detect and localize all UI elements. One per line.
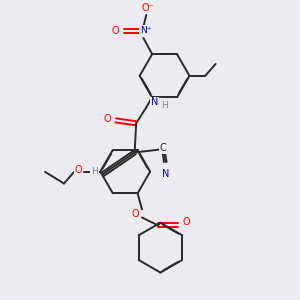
Text: O: O <box>104 114 111 124</box>
Text: O: O <box>183 218 190 227</box>
Text: N: N <box>162 169 169 179</box>
Text: C: C <box>160 143 166 153</box>
Text: O: O <box>132 209 140 219</box>
Text: N: N <box>151 97 158 107</box>
Text: O⁻: O⁻ <box>141 3 154 13</box>
Text: H: H <box>161 101 168 110</box>
Text: O: O <box>75 165 83 176</box>
Text: O: O <box>112 26 119 36</box>
Text: H: H <box>91 167 98 176</box>
Text: N⁺: N⁺ <box>140 26 152 35</box>
